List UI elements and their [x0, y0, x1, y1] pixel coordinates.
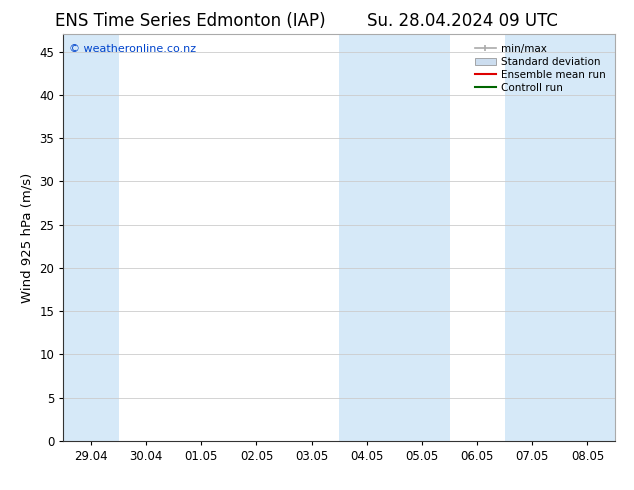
Text: ENS Time Series Edmonton (IAP): ENS Time Series Edmonton (IAP): [55, 12, 325, 30]
Text: Su. 28.04.2024 09 UTC: Su. 28.04.2024 09 UTC: [367, 12, 559, 30]
Bar: [394, 34, 450, 441]
Text: © weatheronline.co.nz: © weatheronline.co.nz: [69, 45, 196, 54]
Y-axis label: Wind 925 hPa (m/s): Wind 925 hPa (m/s): [21, 172, 34, 303]
Bar: [63, 34, 119, 441]
Bar: [505, 34, 560, 441]
Legend: min/max, Standard deviation, Ensemble mean run, Controll run: min/max, Standard deviation, Ensemble me…: [470, 40, 610, 97]
Bar: [339, 34, 394, 441]
Bar: [560, 34, 615, 441]
